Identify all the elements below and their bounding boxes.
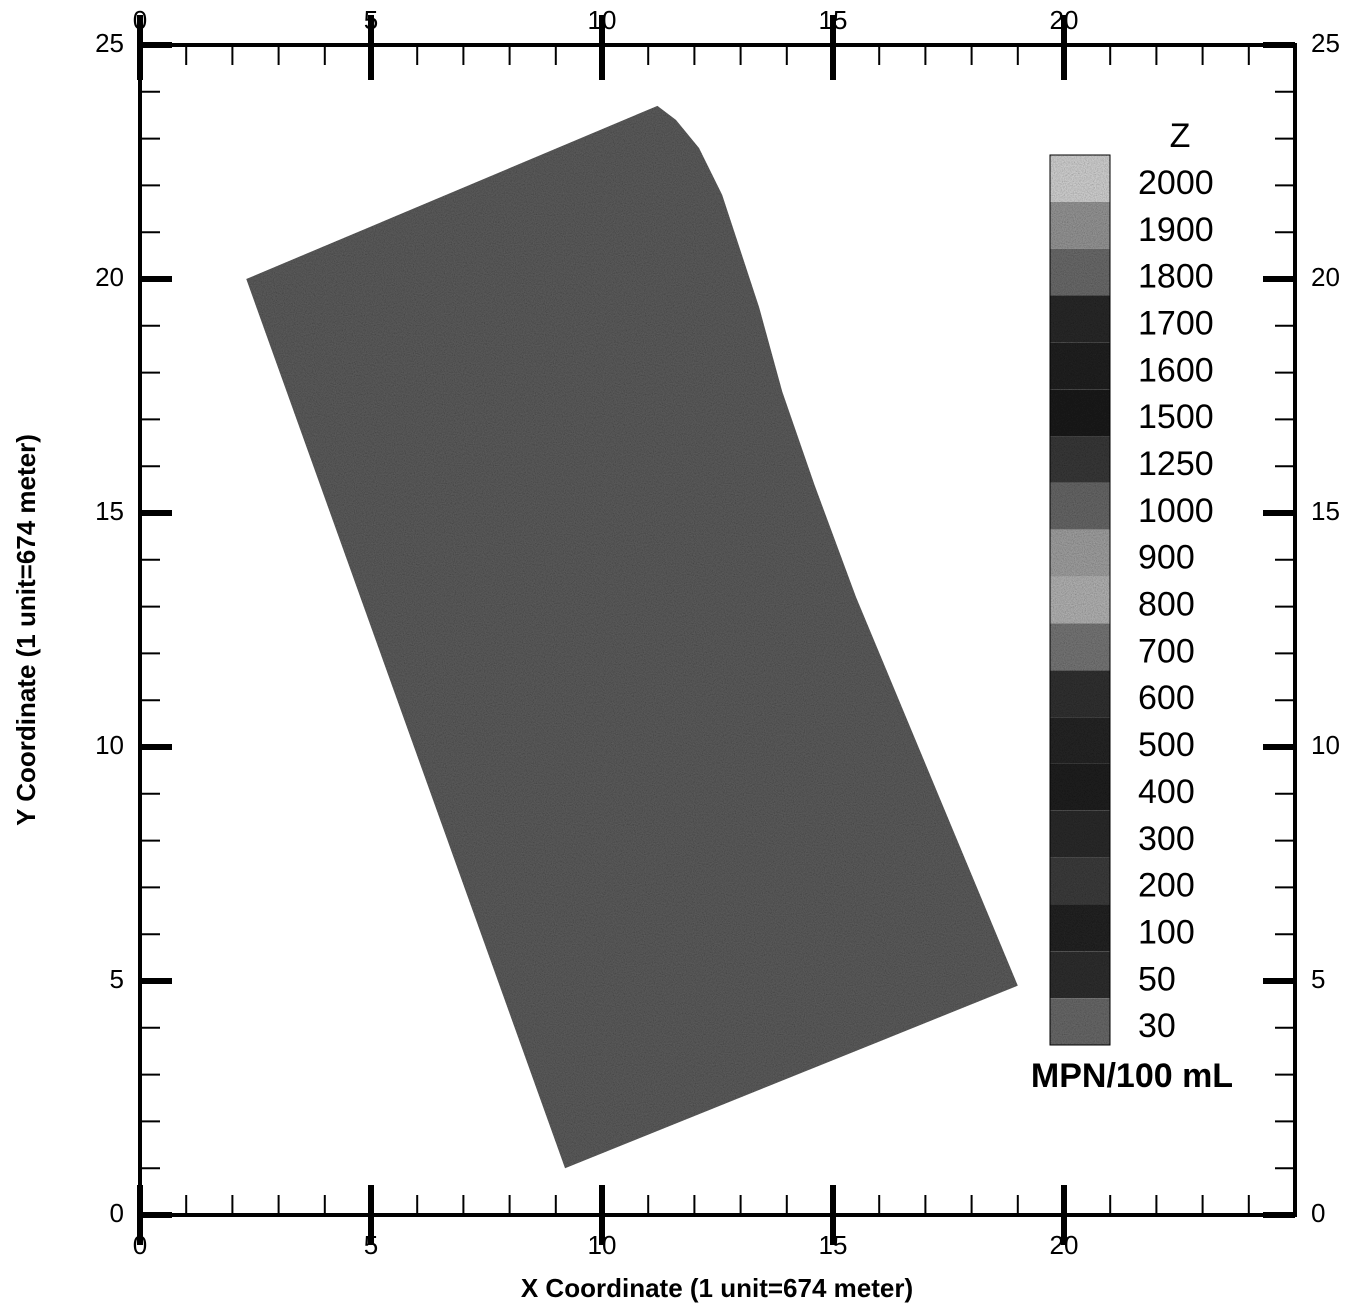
colorbar-label: 300 <box>1138 820 1195 858</box>
colorbar-band <box>1050 763 1110 811</box>
colorbar-band <box>1050 998 1110 1045</box>
colorbar-label: 1250 <box>1138 445 1214 483</box>
plot-area <box>246 105 1018 1169</box>
y-tick-label-right: 20 <box>1311 262 1340 292</box>
colorbar-label: 1700 <box>1138 305 1214 343</box>
colorbar-label: 200 <box>1138 867 1195 905</box>
colorbar-label: 1800 <box>1138 258 1214 296</box>
colorbar-band <box>1050 951 1110 999</box>
colorbar-label: 1600 <box>1138 351 1214 389</box>
y-axis-title: Y Coordinate (1 unit=674 meter) <box>11 434 41 826</box>
colorbar-band <box>1050 857 1110 905</box>
x-tick-label: 0 <box>133 1230 147 1260</box>
colorbar-band <box>1050 436 1110 483</box>
x-tick-label: 20 <box>1050 1230 1079 1260</box>
colorbar-band <box>1050 529 1110 577</box>
x-tick-label-top: 10 <box>588 5 617 35</box>
y-tick-label-right: 25 <box>1311 28 1340 58</box>
colorbar-band <box>1050 810 1110 858</box>
colorbar-band <box>1050 295 1110 343</box>
x-tick-label-top: 5 <box>364 5 378 35</box>
colorbar-label: 1900 <box>1138 211 1214 249</box>
colorbar-band <box>1050 201 1110 249</box>
colorbar-frame <box>1049 154 1111 1046</box>
colorbar-label: 600 <box>1138 679 1195 717</box>
colorbar-band <box>1050 389 1110 437</box>
colorbar-label: 100 <box>1138 913 1195 951</box>
colorbar-label: 50 <box>1138 960 1176 998</box>
y-tick-label-right: 15 <box>1311 496 1340 526</box>
colorbar-label: 800 <box>1138 586 1195 624</box>
x-tick-label: 15 <box>819 1230 848 1260</box>
y-tick-label-right: 0 <box>1311 1198 1325 1228</box>
x-tick-label-top: 20 <box>1050 5 1079 35</box>
colorbar-band <box>1050 623 1110 671</box>
colorbar-band <box>1050 904 1110 952</box>
colorbar-label: 900 <box>1138 539 1195 577</box>
colorbar-label: 30 <box>1138 1007 1176 1045</box>
y-tick-label-right: 10 <box>1311 730 1340 760</box>
y-tick-label: 0 <box>110 1198 124 1228</box>
colorbar-band <box>1050 576 1110 624</box>
x-tick-label: 5 <box>364 1230 378 1260</box>
colorbar-label: 1000 <box>1138 492 1214 530</box>
colorbar-label: 500 <box>1138 726 1195 764</box>
plot-frame <box>138 43 1297 1217</box>
domain-region <box>246 105 1018 1169</box>
y-tick-label: 5 <box>110 964 124 994</box>
colorbar-title: Z <box>1170 117 1191 155</box>
colorbar-band <box>1050 482 1110 530</box>
y-tick-label: 20 <box>95 262 124 292</box>
x-tick-label-top: 0 <box>133 5 147 35</box>
colorbar-band <box>1050 155 1110 202</box>
x-tick-label: 10 <box>588 1230 617 1260</box>
y-tick-label: 25 <box>95 28 124 58</box>
colorbar-label: 2000 <box>1138 164 1214 202</box>
colorbar-label: 700 <box>1138 632 1195 670</box>
colorbar-band <box>1050 248 1110 296</box>
y-tick-label-right: 5 <box>1311 964 1325 994</box>
colorbar-band <box>1050 717 1110 764</box>
x-axis-title: X Coordinate (1 unit=674 meter) <box>521 1273 913 1303</box>
colorbar-band <box>1050 670 1110 718</box>
y-tick-label: 15 <box>95 496 124 526</box>
colorbar-unit: MPN/100 mL <box>1031 1057 1233 1095</box>
y-tick-label: 10 <box>95 730 124 760</box>
x-tick-label-top: 15 <box>819 5 848 35</box>
colorbar-label: 400 <box>1138 773 1195 811</box>
colorbar-label: 1500 <box>1138 398 1214 436</box>
colorbar-band <box>1050 342 1110 390</box>
